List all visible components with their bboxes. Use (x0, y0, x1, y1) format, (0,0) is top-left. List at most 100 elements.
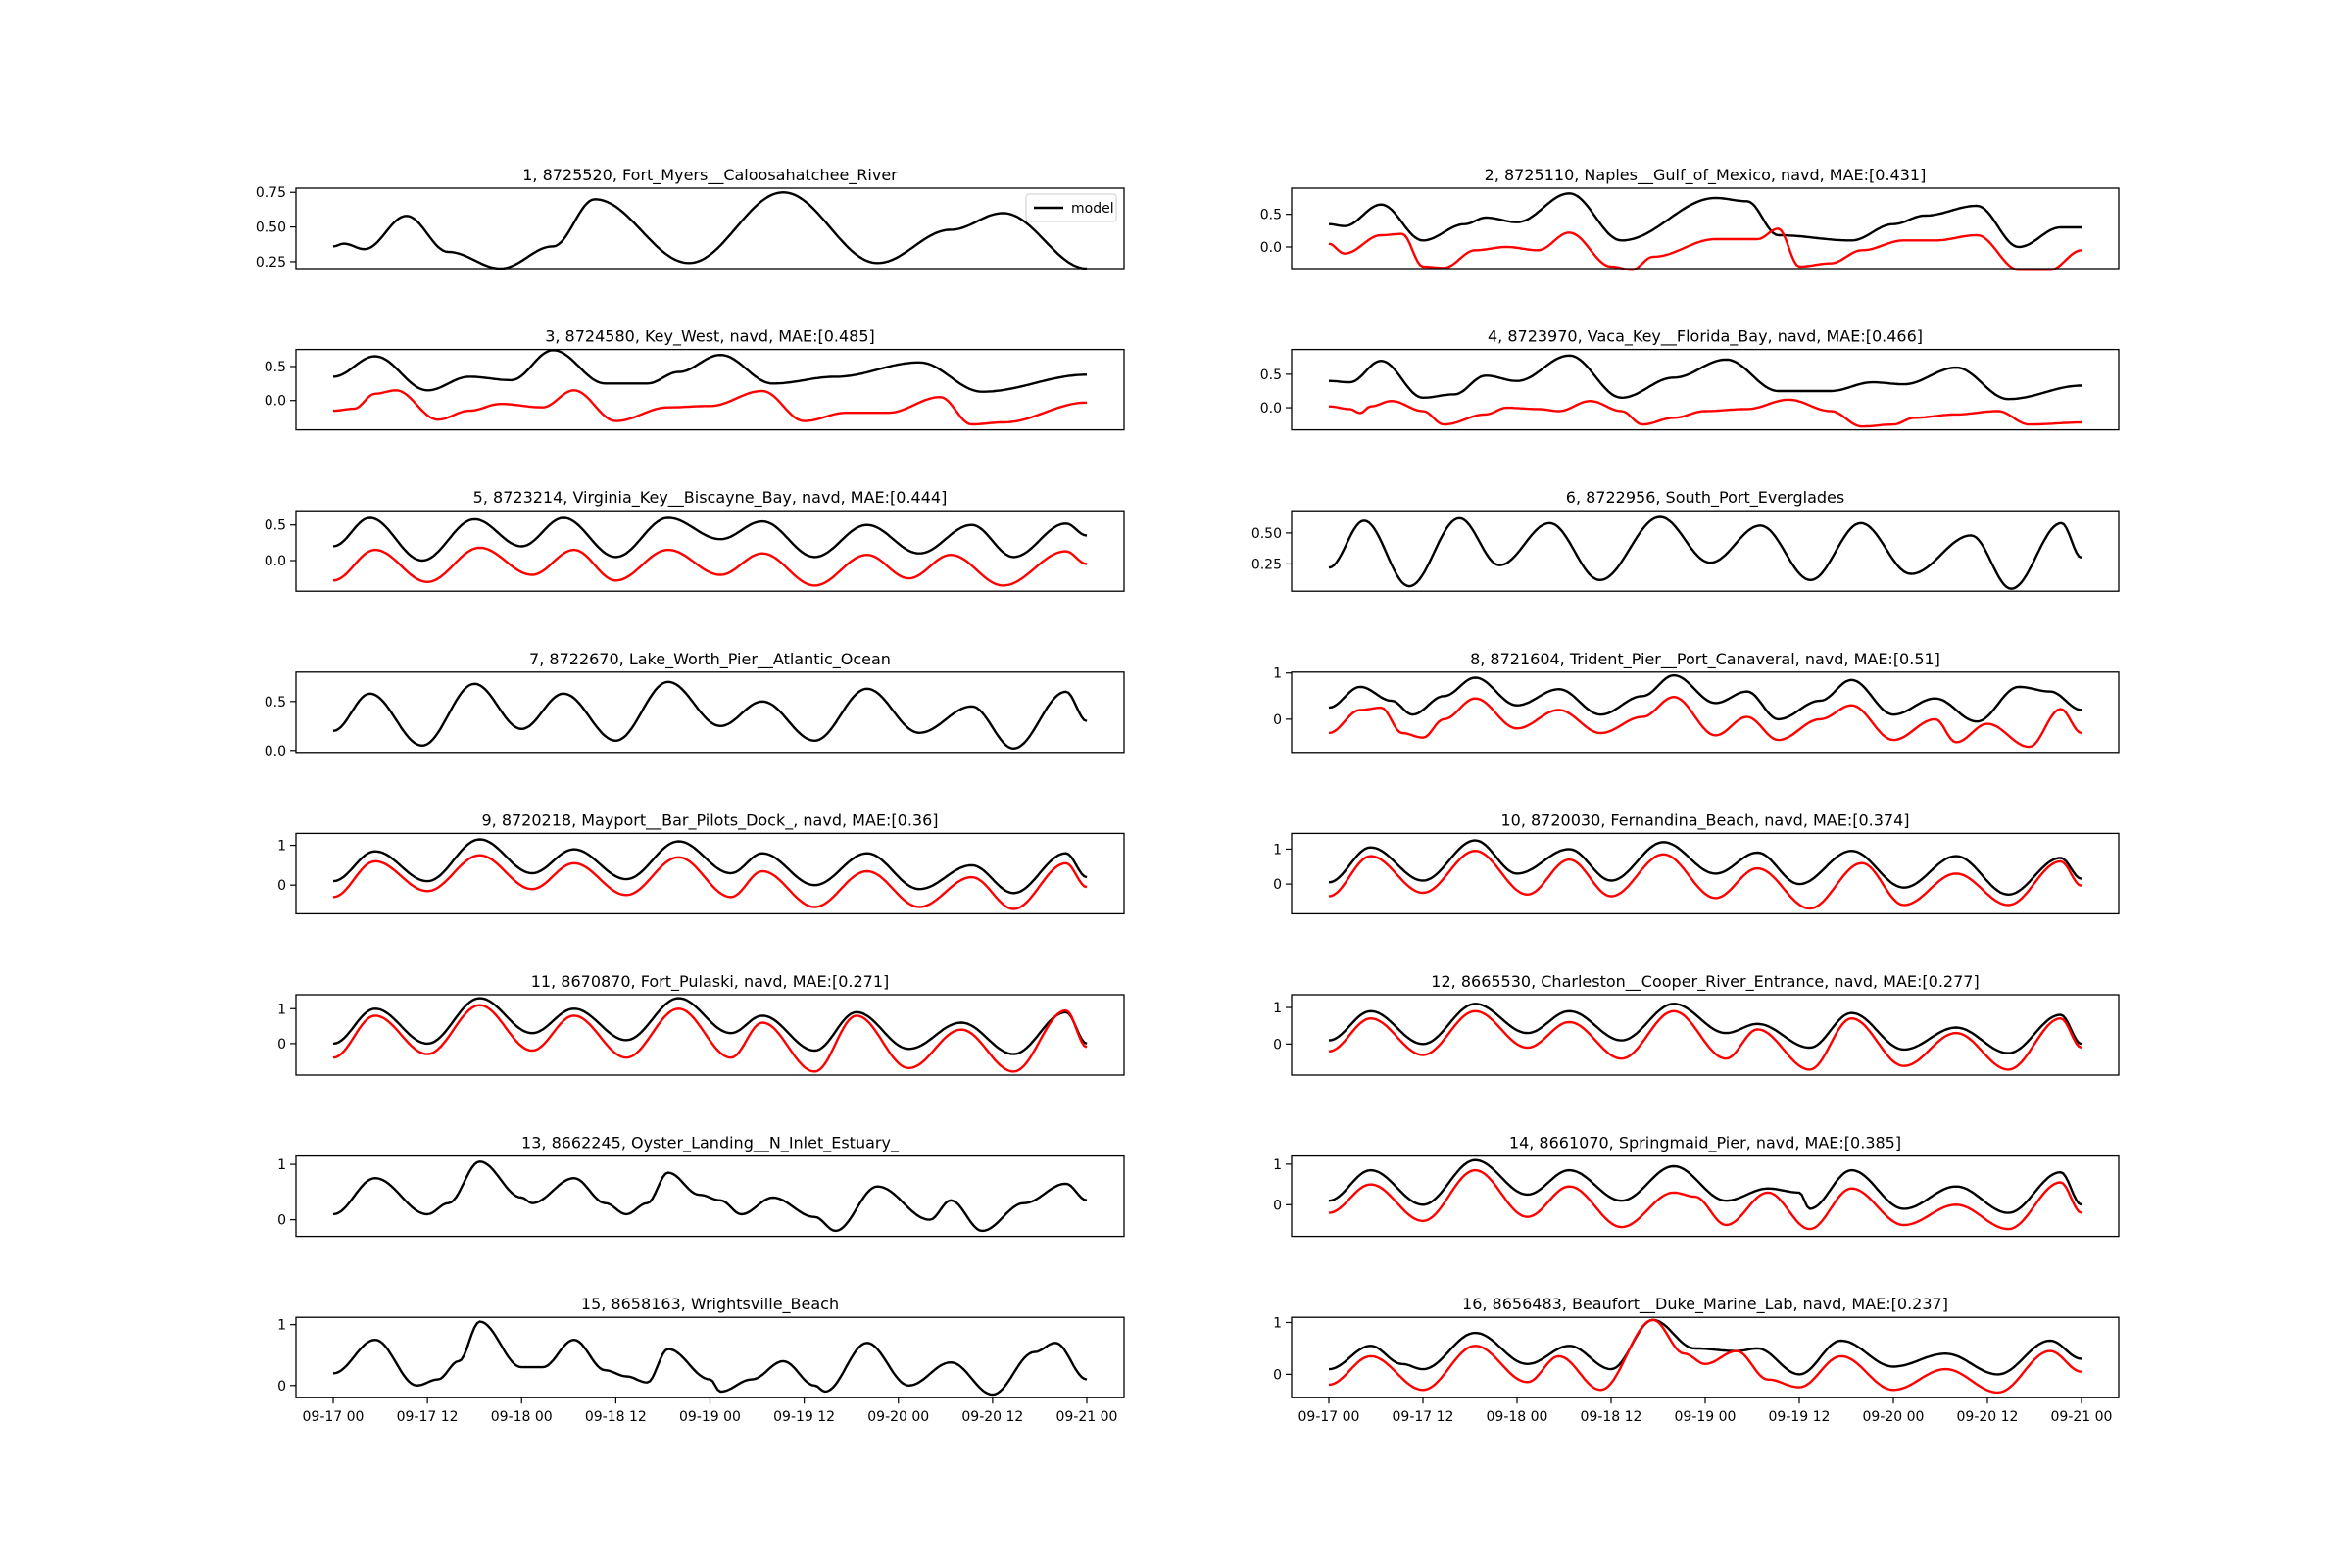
y-tick-label: 0 (277, 878, 286, 894)
y-tick-label: 0.5 (265, 360, 286, 375)
subplot-2: 2, 8725110, Naples__Gulf_of_Mexico, navd… (1260, 166, 2120, 271)
subplot-title: 5, 8723214, Virginia_Key__Biscayne_Bay, … (473, 488, 948, 508)
axes-frame (1291, 994, 2120, 1076)
y-tick-label: 1 (277, 1002, 286, 1017)
subplot-title: 10, 8720030, Fernandina_Beach, navd, MAE… (1500, 810, 1909, 830)
axes-frame (1291, 671, 2120, 754)
y-tick-label: 0 (277, 1037, 286, 1053)
y-tick-label: 0.5 (1260, 208, 1282, 223)
axes-frame (295, 348, 1125, 431)
subplot-title: 13, 8662245, Oyster_Landing__N_Inlet_Est… (521, 1134, 900, 1153)
model-line (1328, 1318, 2082, 1376)
x-tick-label: 09-17 00 (1298, 1409, 1360, 1425)
x-tick-label: 09-21 00 (1056, 1409, 1118, 1425)
subplot-title: 15, 8658163, Wrightsville_Beach (581, 1295, 839, 1314)
y-tick-label: 0.5 (265, 518, 286, 534)
subplot-11: 11, 8670870, Fort_Pulaski, navd, MAE:[0.… (277, 972, 1125, 1076)
y-tick-label: 0 (1273, 1037, 1282, 1053)
legend-label: model (1071, 201, 1114, 217)
observed-line (333, 389, 1088, 426)
y-tick-label: 0.75 (256, 185, 286, 201)
model-line (332, 838, 1088, 895)
observed-line (1328, 1318, 2082, 1395)
axes-frame (1291, 348, 2120, 431)
axes-frame (1291, 832, 2120, 915)
model-line (1328, 1158, 2082, 1214)
subplot-5: 5, 8723214, Virginia_Key__Biscayne_Bay, … (265, 488, 1125, 592)
y-tick-label: 0 (1273, 712, 1282, 728)
y-tick-label: 0.25 (256, 255, 286, 270)
observed-line (1328, 398, 2082, 428)
subplot-title: 4, 8723970, Vaca_Key__Florida_Bay, navd,… (1488, 327, 1923, 347)
x-tick-label: 09-20 12 (1957, 1409, 2019, 1425)
model-line (1328, 354, 2082, 401)
subplot-title: 7, 8722670, Lake_Worth_Pier__Atlantic_Oc… (529, 650, 891, 669)
subplot-12: 12, 8665530, Charleston__Cooper_River_En… (1273, 972, 2120, 1076)
subplot-title: 2, 8725110, Naples__Gulf_of_Mexico, navd… (1485, 166, 1927, 185)
axes-frame (295, 510, 1125, 592)
y-tick-label: 1 (1273, 842, 1282, 858)
observed-line (332, 546, 1088, 587)
x-tick-label: 09-17 12 (1393, 1409, 1454, 1425)
x-tick-label: 09-20 00 (1863, 1409, 1925, 1425)
y-tick-label: 1 (277, 1157, 286, 1173)
model-line (332, 997, 1088, 1055)
observed-line (1328, 1009, 2082, 1071)
subplot-8: 8, 8721604, Trident_Pier__Port_Canaveral… (1273, 650, 2120, 754)
x-tick-label: 09-18 00 (491, 1409, 553, 1425)
y-tick-label: 0.0 (265, 744, 286, 760)
subplot-title: 1, 8725520, Fort_Myers__Caloosahatchee_R… (522, 166, 898, 185)
x-tick-label: 09-17 12 (397, 1409, 459, 1425)
y-tick-label: 0.0 (265, 554, 286, 569)
model-line (1328, 515, 2082, 590)
axes-frame (1291, 187, 2120, 270)
y-tick-label: 0.0 (1260, 401, 1282, 416)
model-line (1328, 839, 2082, 896)
x-tick-label: 09-18 12 (585, 1409, 647, 1425)
subplot-title: 12, 8665530, Charleston__Cooper_River_En… (1431, 972, 1979, 992)
y-tick-label: 0 (1273, 1367, 1282, 1383)
subplot-3: 3, 8724580, Key_West, navd, MAE:[0.485] 0… (265, 327, 1125, 431)
axes-frame (295, 1154, 1125, 1238)
subplot-10: 10, 8720030, Fernandina_Beach, navd, MAE… (1273, 810, 2120, 915)
x-tick-label: 09-19 00 (679, 1409, 741, 1425)
subplot-7: 7, 8722670, Lake_Worth_Pier__Atlantic_Oc… (265, 650, 1125, 760)
axes-frame (1291, 1154, 2120, 1238)
subplot-title: 6, 8722956, South_Port_Everglades (1566, 488, 1844, 508)
x-tick-label: 09-20 12 (961, 1409, 1023, 1425)
model-line (332, 680, 1088, 750)
y-tick-label: 1 (1273, 1001, 1282, 1016)
model-line (332, 349, 1087, 393)
axes-frame (295, 671, 1125, 754)
model-line (1328, 192, 2082, 249)
axes-frame (295, 832, 1125, 915)
y-tick-label: 0 (277, 1213, 286, 1229)
model-line (332, 1320, 1088, 1396)
x-tick-label: 09-21 00 (2051, 1409, 2113, 1425)
axes-frame (1291, 1316, 2120, 1398)
y-tick-label: 0.5 (1260, 368, 1282, 383)
observed-line (1328, 850, 2082, 910)
observed-line (1328, 696, 2082, 749)
model-line (1328, 1003, 2082, 1054)
legend: model (1025, 193, 1117, 222)
subplot-9: 9, 8720218, Mayport__Bar_Pilots_Dock_, n… (277, 810, 1125, 915)
model-line (1328, 673, 2082, 723)
subplot-title: 16, 8656483, Beaufort__Duke_Marine_Lab, … (1462, 1295, 1948, 1314)
y-tick-label: 0.0 (265, 394, 286, 410)
y-tick-label: 1 (1273, 1157, 1282, 1173)
x-tick-label: 09-19 12 (1769, 1409, 1831, 1425)
x-tick-label: 09-20 00 (867, 1409, 929, 1425)
subplot-16: 16, 8656483, Beaufort__Duke_Marine_Lab, … (1273, 1295, 2120, 1425)
model-line (332, 516, 1088, 563)
subplot-title: 14, 8661070, Springmaid_Pier, navd, MAE:… (1509, 1134, 1901, 1153)
axes-frame (1291, 510, 2120, 592)
subplot-1: 1, 8725520, Fort_Myers__Caloosahatchee_R… (256, 166, 1125, 270)
y-tick-label: 0 (1273, 877, 1282, 893)
axes-frame (295, 187, 1125, 270)
model-line (332, 191, 1088, 270)
subplot-4: 4, 8723970, Vaca_Key__Florida_Bay, navd,… (1260, 327, 2120, 431)
subplot-title: 9, 8720218, Mayport__Bar_Pilots_Dock_, n… (481, 810, 938, 830)
y-tick-label: 0.5 (265, 695, 286, 710)
